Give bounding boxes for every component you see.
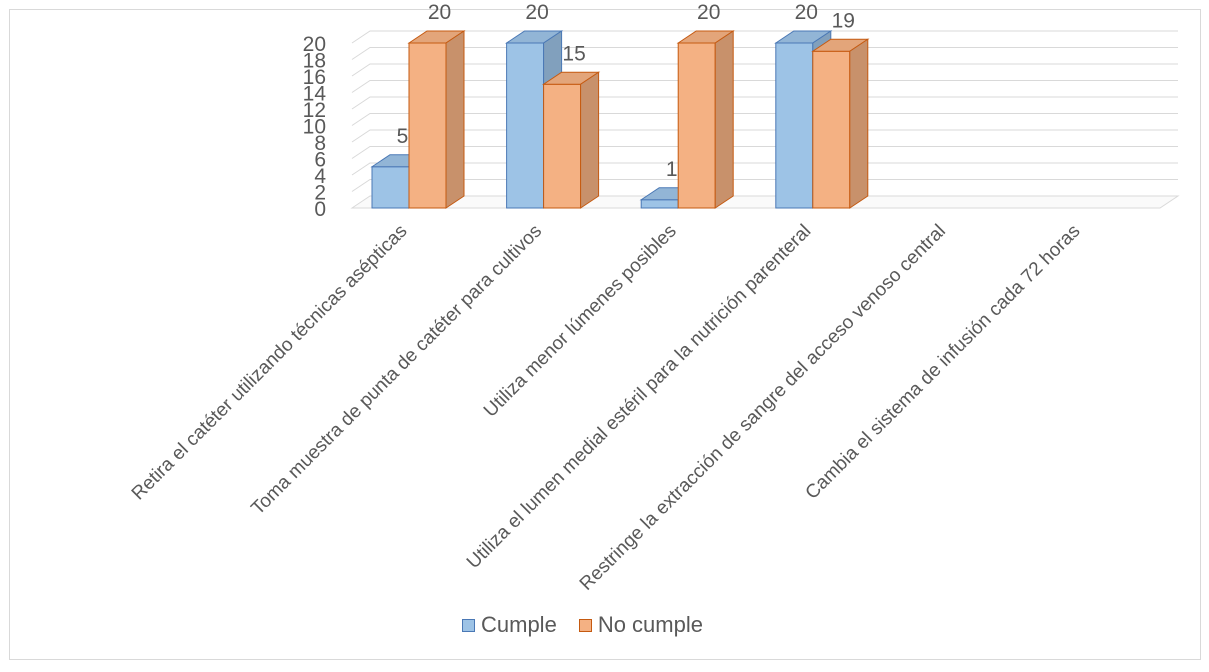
legend: Cumple No cumple	[462, 612, 703, 638]
bar-no-cumple	[543, 83, 582, 209]
gridline	[351, 80, 1178, 93]
floor-plane	[350, 195, 1180, 209]
y-tick-label: 16	[303, 66, 326, 89]
gridline	[351, 47, 1178, 60]
y-tick-label: 12	[303, 99, 326, 122]
bar-cumple	[506, 42, 545, 209]
y-tick-label: 18	[303, 50, 326, 73]
data-label: 5	[397, 125, 409, 148]
y-tick-label: 10	[303, 116, 326, 139]
bar-side-face	[849, 38, 869, 209]
bar-cumple	[775, 42, 814, 209]
y-tick-label: 2	[314, 182, 326, 205]
data-label: 1	[666, 158, 678, 181]
legend-label-cumple: Cumple	[481, 612, 557, 637]
y-tick-label: 4	[314, 165, 326, 188]
legend-entry-cumple: Cumple	[462, 612, 557, 638]
legend-swatch-cumple	[462, 618, 475, 632]
y-tick-label: 6	[314, 149, 326, 172]
category-label: Toma muestra de punta de catéter para cu…	[247, 221, 546, 520]
bar-side-face	[580, 71, 600, 209]
bar-no-cumple	[677, 42, 716, 209]
y-tick-label: 8	[314, 132, 326, 155]
y-tick-label: 14	[303, 83, 327, 106]
gridline	[351, 96, 1178, 110]
data-label: 20	[428, 1, 451, 24]
legend-swatch-no-cumple	[578, 618, 592, 632]
data-label: 19	[832, 9, 855, 32]
y-tick-label: 20	[303, 33, 326, 56]
gridline	[351, 179, 1178, 192]
gridline	[351, 162, 1178, 176]
legend-entry-no-cumple: No cumple	[578, 612, 703, 638]
gridline	[351, 146, 1178, 159]
bar-no-cumple	[812, 50, 851, 209]
bar-cumple	[371, 166, 410, 209]
legend-label-no-cumple: No cumple	[597, 612, 703, 637]
gridline	[351, 63, 1178, 77]
category-label: Cambia el sistema de infusión cada 72 ho…	[802, 221, 1085, 504]
data-label: 20	[795, 1, 818, 24]
bar-cumple	[640, 199, 679, 209]
gridline	[351, 113, 1178, 126]
category-label: Retira el catéter utilizando técnicas as…	[128, 221, 412, 505]
bar-side-face	[714, 30, 734, 209]
data-label: 20	[525, 1, 548, 24]
gridline	[351, 129, 1178, 143]
gridline	[351, 30, 1178, 44]
bar-side-face	[445, 30, 465, 209]
data-label: 15	[562, 42, 585, 65]
chart-frame	[9, 9, 1201, 660]
y-tick-label: 0	[314, 198, 326, 221]
data-label: 20	[697, 1, 720, 24]
bar-no-cumple	[408, 42, 447, 209]
